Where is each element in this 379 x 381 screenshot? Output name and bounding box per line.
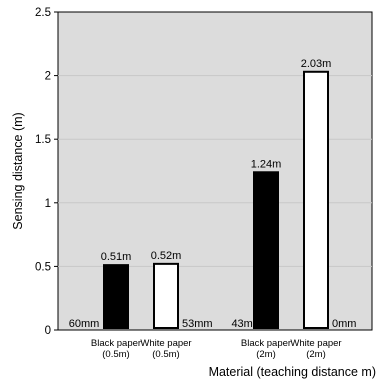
category-label: (2m) [306, 349, 326, 360]
bar-labels: 0.51m 60mm 0.52m 53mm 1.24m 43mm 2.03m 0mm [69, 58, 357, 330]
y-tick-label: 2 [45, 71, 51, 83]
y-tick-label: 1.5 [35, 134, 51, 146]
bar [253, 171, 279, 329]
category-label: White paper [140, 338, 191, 349]
y-tick-label: 2.5 [35, 7, 51, 19]
bar [303, 70, 329, 329]
bars [103, 70, 329, 329]
y-axis-ticks: 0 0.5 1 1.5 2 2.5 [35, 7, 58, 337]
bar-base-label: 0mm [332, 318, 356, 330]
category-label: (0.5m) [152, 349, 179, 360]
category-label: (0.5m) [102, 349, 129, 360]
category-label: Black paper [91, 338, 141, 349]
x-axis-label: Material (teaching distance m) [209, 365, 376, 379]
y-tick-label: 1 [45, 198, 51, 210]
bar-value-label: 0.52m [151, 250, 182, 262]
y-tick-label: 0 [45, 325, 51, 337]
y-tick-label: 0.5 [35, 261, 51, 273]
bar-value-label: 2.03m [301, 58, 332, 70]
y-axis-label: Sensing distance (m) [11, 112, 25, 229]
bar-value-label: 1.24m [251, 158, 282, 170]
bar-value-label: 0.51m [101, 251, 132, 263]
bar-base-label: 53mm [182, 318, 213, 330]
bar [153, 262, 179, 329]
category-labels: Black paper(0.5m)White paper(0.5m)Black … [91, 338, 342, 360]
category-label: (2m) [256, 349, 276, 360]
category-label: Black paper [241, 338, 291, 349]
category-label: White paper [290, 338, 341, 349]
bar-base-label: 43mm [231, 318, 262, 330]
bar [103, 264, 129, 329]
bar-base-label: 60mm [69, 318, 100, 330]
